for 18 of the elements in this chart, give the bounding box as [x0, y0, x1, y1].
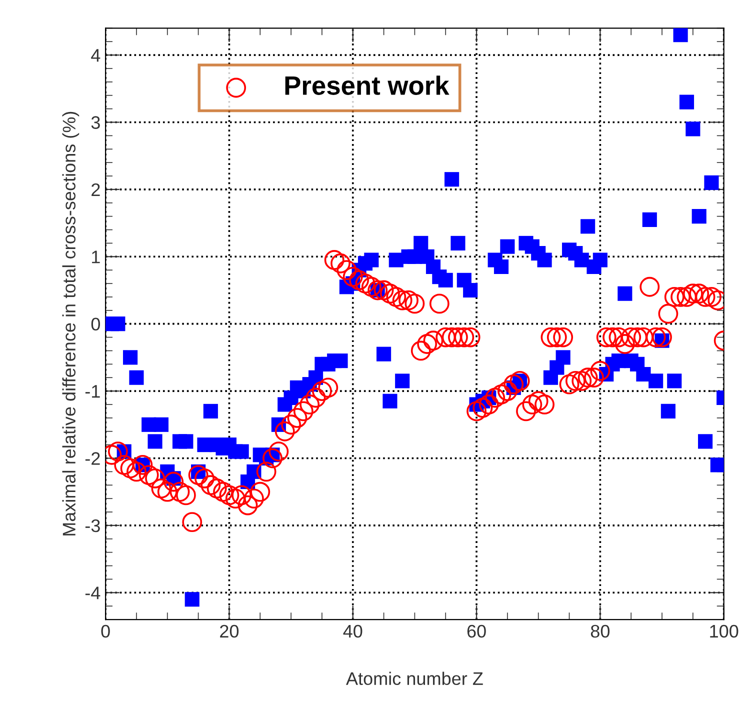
- x-tick-label: 80: [590, 624, 610, 638]
- y-axis-title: Maximal relative difference in total cross-sections (%): [62, 112, 80, 536]
- x-tick-label: 40: [343, 624, 362, 638]
- y-tick-label: 2: [92, 183, 100, 196]
- y-tick-label: 4: [91, 49, 100, 62]
- y-tick-label: -3: [85, 519, 100, 532]
- y-tick-label: -1: [85, 385, 100, 398]
- y-tick-label: 1: [92, 250, 100, 264]
- x-axis-title: Atomic number Z: [346, 672, 483, 686]
- x-tick-label: 60: [467, 624, 486, 638]
- x-tick-label: 100: [710, 624, 738, 638]
- y-tick-label: -2: [85, 452, 100, 465]
- legend-label: Present work: [285, 76, 450, 95]
- x-tick-label: 20: [220, 624, 239, 638]
- y-tick-label: 0: [91, 318, 100, 331]
- y-tick-label: -4: [85, 586, 100, 600]
- y-tick-label: 3: [91, 116, 100, 129]
- x-tick-label: 0: [101, 624, 110, 638]
